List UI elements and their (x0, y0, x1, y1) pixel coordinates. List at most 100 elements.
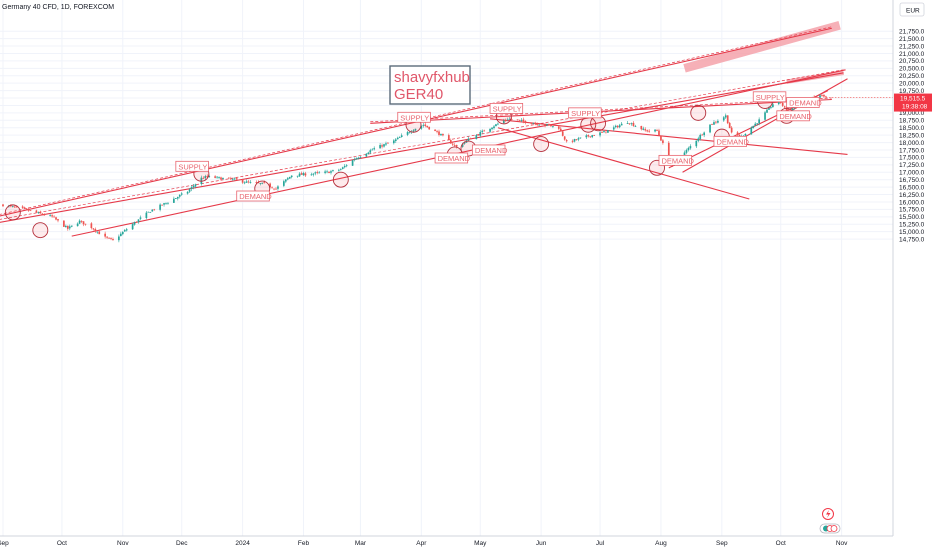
candle-body (188, 189, 191, 192)
zone-label-box (776, 110, 810, 122)
last-price-countdown: 19:38:08 (902, 104, 928, 111)
candle-body (654, 129, 656, 132)
candle-body (29, 210, 32, 212)
x-tick-label: Dec (176, 540, 188, 547)
candle-body (351, 160, 354, 166)
y-tick-label: 15,500.0 (899, 214, 925, 221)
candle-body (630, 123, 633, 125)
candle-body (660, 135, 662, 141)
candle-body (538, 124, 541, 126)
pivot-circle (690, 104, 707, 121)
candle-body (41, 213, 44, 215)
candle-body (428, 126, 431, 130)
candle-body (717, 120, 719, 123)
candle-body (438, 131, 440, 135)
candle-body (461, 144, 464, 147)
candle-body (524, 121, 527, 123)
candle-body (536, 123, 539, 125)
candle-body (546, 124, 548, 126)
candle-body (724, 115, 727, 118)
candle-body (145, 212, 148, 219)
candle-body (504, 120, 507, 121)
candle-body (220, 177, 222, 180)
x-tick-label: May (474, 540, 487, 547)
candle-body (228, 177, 230, 179)
candle-body (508, 118, 511, 120)
candle-body (483, 130, 486, 132)
trendline (0, 27, 832, 217)
candle-body (722, 117, 725, 121)
alert-indicator[interactable] (822, 508, 834, 520)
candle-body (194, 184, 197, 187)
layers-indicator[interactable] (819, 523, 841, 534)
candle-body (345, 165, 348, 167)
candle-body (616, 125, 619, 128)
y-tick-label: 18,750.0 (899, 118, 925, 125)
candle-body (491, 127, 493, 130)
candle-body (125, 229, 128, 231)
candle-body (728, 122, 731, 129)
candle-body (612, 127, 615, 130)
candle-body (43, 214, 46, 216)
candle-body (76, 223, 79, 227)
candle-body (573, 139, 576, 142)
candle-body (119, 233, 122, 237)
candle-body (455, 144, 458, 147)
candle-body (39, 211, 42, 214)
watermark-line1: shavyfxhub (394, 69, 470, 86)
candle-body (70, 225, 73, 227)
candle-body (328, 171, 330, 174)
candle-body (298, 173, 301, 177)
candle-body (644, 129, 647, 131)
y-tick-label: 15,750.0 (899, 207, 925, 214)
candle-body (396, 137, 399, 140)
candle-body (424, 124, 427, 126)
candle-body (133, 222, 136, 225)
candle-body (502, 120, 505, 124)
candle-body (589, 136, 592, 138)
candle-body (420, 125, 423, 129)
time-axis[interactable]: Sep Oct Nov Dec 2024 Feb Mar Apr May Jun Jul Aug Sep… (0, 535, 893, 547)
candle-body (701, 134, 704, 136)
zone-label: DEMAND (661, 156, 694, 165)
candle-body (66, 225, 69, 229)
candle-body (685, 150, 688, 153)
candle-body (772, 104, 774, 107)
candle-body (618, 125, 621, 128)
candle-body (64, 225, 67, 228)
candle-body (165, 202, 167, 204)
candle-body (106, 236, 108, 238)
candle-body (699, 134, 702, 139)
zone-label: DEMAND (475, 146, 508, 155)
zone-label: DEMAND (438, 154, 471, 163)
candle-body (412, 130, 415, 132)
y-tick-label: 20,250.0 (899, 73, 925, 80)
candle-body (449, 140, 452, 144)
candle-body (178, 194, 181, 197)
candle-body (577, 138, 580, 140)
candle-body (646, 130, 649, 132)
candle-body (442, 133, 444, 136)
candle-body (434, 129, 436, 131)
candle-body (697, 138, 700, 141)
candle-body (587, 135, 590, 137)
candle-body (662, 140, 664, 143)
candle-body (339, 169, 342, 171)
candle-body (579, 137, 582, 139)
candle-body (82, 221, 85, 225)
candle-body (628, 123, 631, 125)
labels-layer: SUPPLY DEMAND SUPPLY DEMAND DEMAND SUPPLY SUPP… (175, 91, 822, 202)
candle-body (544, 124, 546, 126)
candle-body (68, 226, 71, 229)
candle-body (530, 123, 533, 124)
candle-body (768, 107, 770, 110)
candle-body (216, 176, 218, 178)
currency-badge[interactable] (899, 2, 925, 17)
candle-body (392, 140, 395, 144)
candle-body (607, 129, 609, 133)
y-tick-label: 15,000.0 (899, 229, 925, 236)
candle-body (791, 108, 794, 113)
candle-body (204, 176, 207, 179)
candle-body (330, 171, 332, 173)
